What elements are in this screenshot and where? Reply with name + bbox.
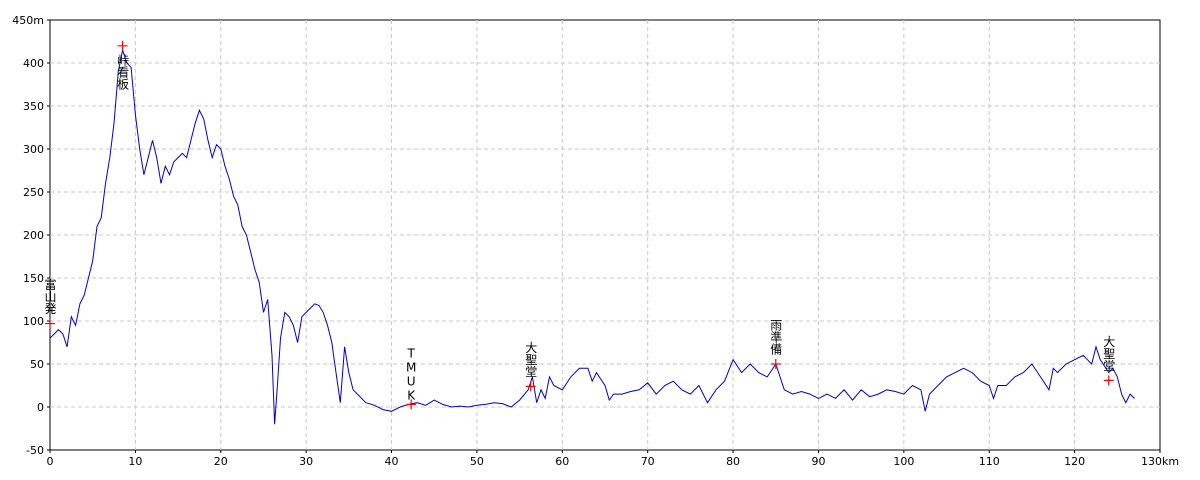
y-tick-label: 300	[23, 143, 44, 156]
x-tick-label: 0	[47, 455, 54, 468]
x-tick-label: 110	[979, 455, 1000, 468]
x-tick-label: 20	[214, 455, 228, 468]
y-tick-label: 150	[23, 272, 44, 285]
y-tick-label: -50	[26, 444, 44, 457]
x-tick-label: 50	[470, 455, 484, 468]
x-tick-label: 90	[811, 455, 825, 468]
x-tick-label: 10	[128, 455, 142, 468]
y-tick-label: 350	[23, 100, 44, 113]
waypoint-marker	[1103, 375, 1114, 386]
x-tick-label: 130km	[1141, 455, 1179, 468]
y-tick-label: 50	[30, 358, 44, 371]
y-tick-label: 0	[37, 401, 44, 414]
y-tick-label: 250	[23, 186, 44, 199]
x-tick-label: 120	[1064, 455, 1085, 468]
waypoint-marker	[45, 318, 55, 329]
waypoint-label: 大聖堂	[1102, 335, 1116, 371]
waypoint-marker	[117, 40, 128, 51]
waypoint-marker	[406, 399, 417, 410]
x-tick-label: 40	[385, 455, 399, 468]
x-tick-label: 100	[893, 455, 914, 468]
waypoint-label: 雨準備	[769, 319, 783, 356]
x-tick-label: 30	[299, 455, 313, 468]
x-tick-label: 80	[726, 455, 740, 468]
y-tick-label: 100	[23, 315, 44, 328]
elevation-line	[49, 48, 1135, 425]
x-tick-label: 70	[641, 455, 655, 468]
waypoint-label: 大聖堂	[524, 341, 538, 377]
y-tick-label: 200	[23, 229, 44, 242]
waypoint-label: TMUK	[404, 346, 418, 402]
waypoint-marker	[770, 359, 781, 369]
y-tick-label: 450m	[12, 14, 44, 27]
y-tick-label: 400	[23, 57, 44, 70]
waypoint-label: 峠看板	[116, 52, 130, 90]
waypoint-marker	[525, 381, 536, 392]
waypoint-label: 富山発	[43, 277, 57, 314]
x-tick-label: 60	[555, 455, 569, 468]
